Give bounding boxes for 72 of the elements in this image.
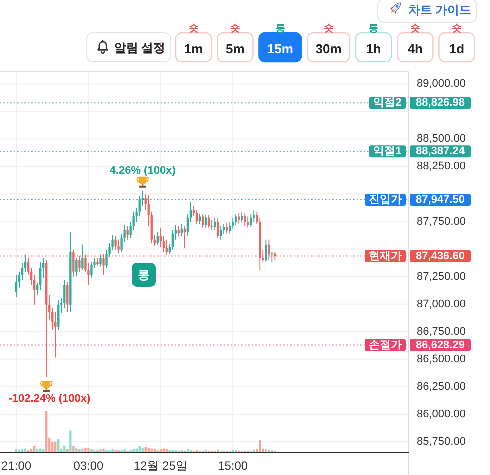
text: 1m bbox=[184, 42, 204, 56]
y-tick-label: 88,250.00 bbox=[417, 160, 466, 173]
x-tick-label: 03:00 bbox=[74, 459, 104, 473]
text: 숏 bbox=[452, 24, 462, 34]
bar bbox=[124, 449, 126, 453]
bar bbox=[102, 448, 105, 453]
bar bbox=[112, 449, 114, 453]
bar bbox=[100, 449, 102, 453]
ref-line-label: 진입가 bbox=[369, 194, 402, 206]
bar bbox=[72, 446, 75, 453]
bar bbox=[132, 449, 135, 453]
x-tick-label: 12월 25일 bbox=[134, 459, 188, 473]
text: 숏 bbox=[324, 24, 334, 34]
bar bbox=[114, 450, 117, 453]
y-tick-label: 87,250.00 bbox=[417, 270, 466, 283]
text: 4h bbox=[408, 42, 424, 56]
bar bbox=[120, 450, 123, 453]
text: 숏 bbox=[410, 24, 420, 34]
bar bbox=[82, 448, 84, 453]
text: 87,436.60 bbox=[416, 250, 465, 262]
candlestick bbox=[54, 312, 57, 358]
text: 롱 bbox=[275, 24, 286, 34]
bar bbox=[118, 450, 120, 453]
bar bbox=[70, 430, 72, 453]
candlestick bbox=[274, 252, 276, 260]
annotation: 롱 bbox=[138, 268, 150, 282]
text: 86,628.29 bbox=[416, 339, 465, 352]
annotation: -102.24% (100x) bbox=[8, 393, 92, 406]
y-tick-label: 86,750.00 bbox=[417, 326, 466, 338]
bar bbox=[94, 450, 96, 453]
text: 숏 bbox=[230, 24, 240, 34]
y-tick-label: 86,500.00 bbox=[417, 353, 466, 366]
bar bbox=[84, 448, 87, 453]
text: 숏 bbox=[188, 24, 199, 34]
text: 15m bbox=[267, 42, 294, 56]
ref-line-label: 현재가 bbox=[369, 250, 402, 262]
y-tick-label: 87,750.00 bbox=[417, 216, 466, 228]
ref-line-label: 익절2 bbox=[374, 97, 402, 110]
bar bbox=[88, 448, 90, 453]
text: 5m bbox=[226, 42, 245, 56]
x-tick-label: 15:00 bbox=[218, 459, 248, 473]
bar bbox=[96, 450, 99, 453]
candlestick bbox=[126, 226, 129, 240]
bar bbox=[90, 449, 93, 453]
ref-line-label: 손절가 bbox=[369, 339, 402, 352]
y-tick-label: 86,000.00 bbox=[417, 408, 466, 420]
candlestick bbox=[184, 226, 186, 248]
bar bbox=[46, 411, 48, 453]
y-tick-label: 86,250.00 bbox=[417, 380, 466, 393]
bar bbox=[78, 449, 81, 453]
text: 차트 가이드 bbox=[408, 3, 472, 17]
text: 1h bbox=[366, 42, 382, 56]
bar bbox=[76, 448, 78, 453]
bar bbox=[130, 450, 132, 453]
text: 1d bbox=[449, 42, 465, 56]
text: 알림 설정 bbox=[114, 41, 166, 55]
bar bbox=[58, 439, 60, 453]
y-tick-label: 88,500.00 bbox=[417, 133, 466, 146]
bar bbox=[106, 450, 108, 453]
y-tick-label: 85,750.00 bbox=[417, 436, 466, 448]
x-tick-label: 21:00 bbox=[2, 459, 32, 473]
text: 30m bbox=[316, 42, 342, 56]
ref-line-label: 익절1 bbox=[374, 146, 402, 158]
text: 87,947.50 bbox=[416, 194, 465, 206]
bar bbox=[108, 450, 111, 453]
annotation: 4.26% (100x) bbox=[110, 164, 176, 177]
text: 롱 bbox=[368, 24, 379, 34]
y-tick-label: 89,000.00 bbox=[417, 78, 466, 90]
y-tick-label: 87,000.00 bbox=[417, 298, 466, 310]
text: 88,387.24 bbox=[416, 146, 466, 158]
text: 88,826.98 bbox=[416, 97, 465, 110]
candlestick bbox=[271, 252, 274, 262]
